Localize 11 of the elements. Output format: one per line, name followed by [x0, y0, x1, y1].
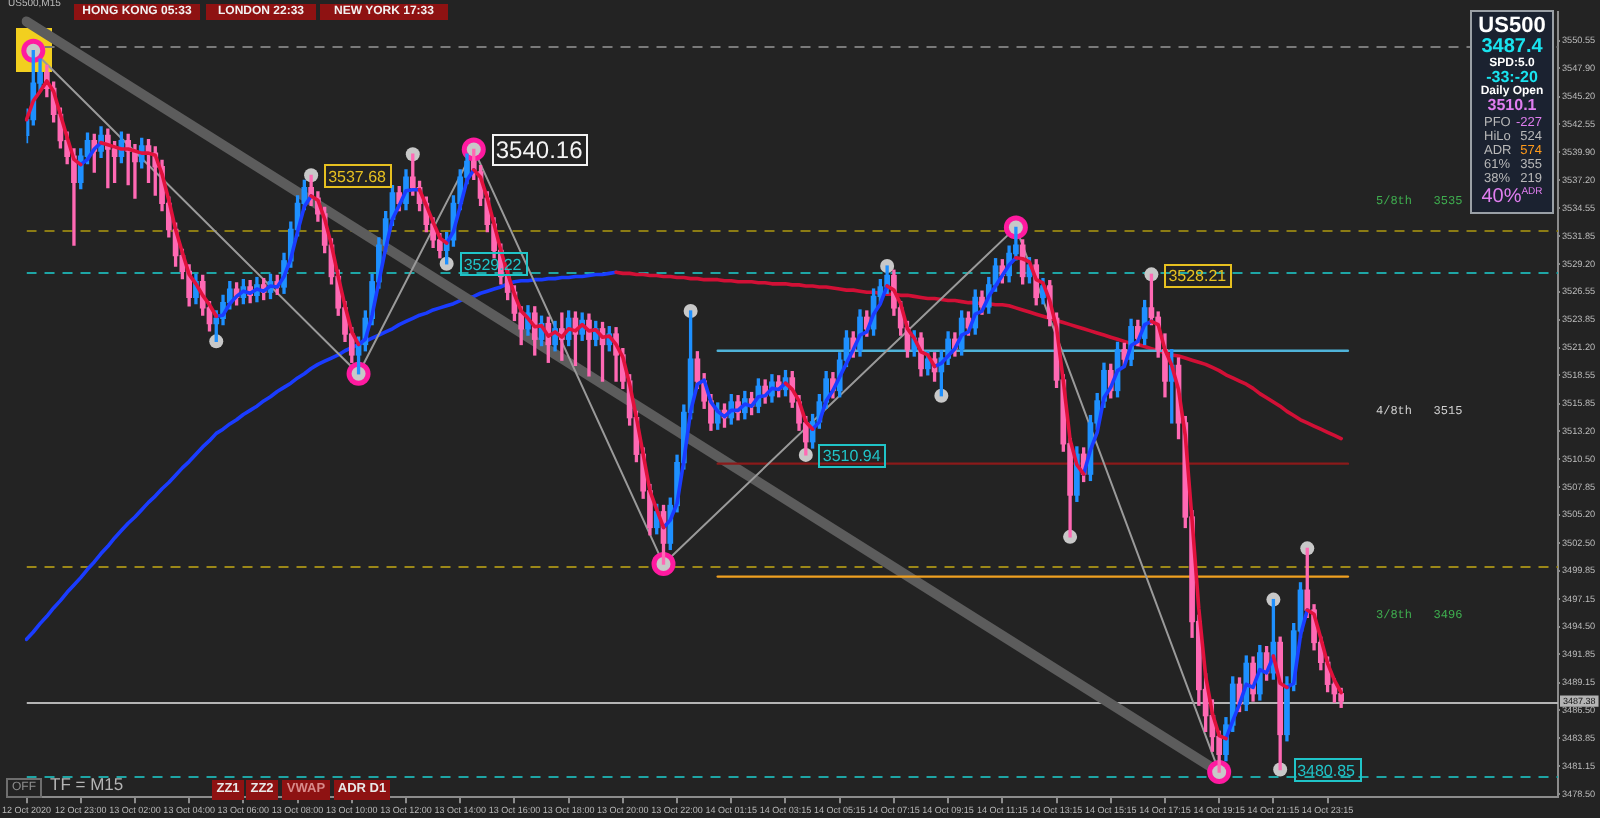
data-label: 3528.21 [1168, 266, 1228, 285]
annotation: 3487.4 [1481, 36, 1543, 58]
data-label: 3510.94 [822, 447, 882, 466]
data-label: 3540.16 [495, 136, 584, 165]
annotation: 40%$^{ADR}$ [1481, 186, 1543, 208]
annotation: 3510.1 [1487, 96, 1537, 114]
annotation: -33:-20 [1486, 68, 1538, 86]
annotation: TF = M15 [50, 774, 124, 794]
annotation: US500 [1478, 14, 1546, 38]
data-label: 3537.68 [328, 167, 388, 186]
data-label: 3480.85 [1297, 761, 1357, 780]
